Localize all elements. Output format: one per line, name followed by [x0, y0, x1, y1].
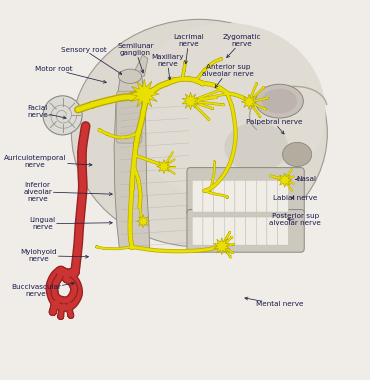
Polygon shape — [130, 79, 159, 109]
Text: Buccivascular
nerve: Buccivascular nerve — [11, 282, 74, 297]
FancyBboxPatch shape — [224, 180, 235, 212]
Ellipse shape — [262, 89, 297, 114]
Text: Lacrimal
nerve: Lacrimal nerve — [174, 34, 204, 64]
Text: Inferior
alveolar
nerve: Inferior alveolar nerve — [23, 182, 112, 202]
Text: Zygomatic
nerve: Zygomatic nerve — [223, 34, 261, 58]
Polygon shape — [241, 94, 257, 110]
Ellipse shape — [283, 142, 312, 166]
Text: Auriculotemporal
nerve: Auriculotemporal nerve — [4, 155, 92, 168]
FancyBboxPatch shape — [256, 180, 267, 212]
Ellipse shape — [71, 19, 327, 247]
FancyBboxPatch shape — [192, 180, 203, 212]
FancyBboxPatch shape — [203, 217, 213, 245]
Text: Facial
nerve: Facial nerve — [27, 105, 66, 119]
Ellipse shape — [118, 69, 142, 83]
Text: Labial nerve: Labial nerve — [273, 195, 317, 201]
FancyBboxPatch shape — [246, 180, 256, 212]
FancyBboxPatch shape — [267, 217, 278, 245]
Text: Mental nerve: Mental nerve — [245, 297, 303, 307]
Polygon shape — [114, 76, 149, 249]
FancyBboxPatch shape — [224, 217, 235, 245]
FancyBboxPatch shape — [203, 180, 213, 212]
Circle shape — [43, 96, 82, 135]
Ellipse shape — [255, 84, 303, 118]
FancyBboxPatch shape — [192, 217, 203, 245]
Polygon shape — [157, 160, 171, 174]
FancyBboxPatch shape — [235, 180, 246, 212]
Text: Sensory root: Sensory root — [61, 47, 122, 74]
Ellipse shape — [130, 23, 326, 201]
Text: Maxillary
nerve: Maxillary nerve — [151, 54, 184, 80]
Polygon shape — [135, 55, 148, 76]
FancyBboxPatch shape — [187, 209, 304, 252]
FancyBboxPatch shape — [278, 217, 288, 245]
Polygon shape — [278, 173, 292, 187]
FancyBboxPatch shape — [246, 217, 256, 245]
Text: Lingual
nerve: Lingual nerve — [29, 217, 112, 230]
FancyBboxPatch shape — [267, 180, 278, 212]
FancyBboxPatch shape — [235, 217, 246, 245]
Text: Posterior sup
alveolar nerve: Posterior sup alveolar nerve — [269, 213, 321, 226]
Text: Palpebral nerve: Palpebral nerve — [246, 119, 302, 134]
FancyBboxPatch shape — [256, 217, 267, 245]
Polygon shape — [182, 92, 199, 110]
Text: Semilunar
ganglion: Semilunar ganglion — [117, 43, 154, 73]
FancyBboxPatch shape — [117, 91, 142, 143]
FancyBboxPatch shape — [213, 180, 224, 212]
Text: Motor root: Motor root — [35, 66, 106, 83]
FancyBboxPatch shape — [213, 217, 224, 245]
Polygon shape — [213, 238, 230, 255]
Text: Nasal: Nasal — [296, 176, 316, 182]
Ellipse shape — [224, 122, 288, 172]
Text: Anterior sup
alveolar nerve: Anterior sup alveolar nerve — [202, 65, 254, 87]
FancyBboxPatch shape — [187, 168, 304, 215]
Text: Mylohyoid
nerve: Mylohyoid nerve — [20, 249, 88, 262]
Polygon shape — [137, 215, 149, 228]
FancyBboxPatch shape — [278, 180, 288, 212]
